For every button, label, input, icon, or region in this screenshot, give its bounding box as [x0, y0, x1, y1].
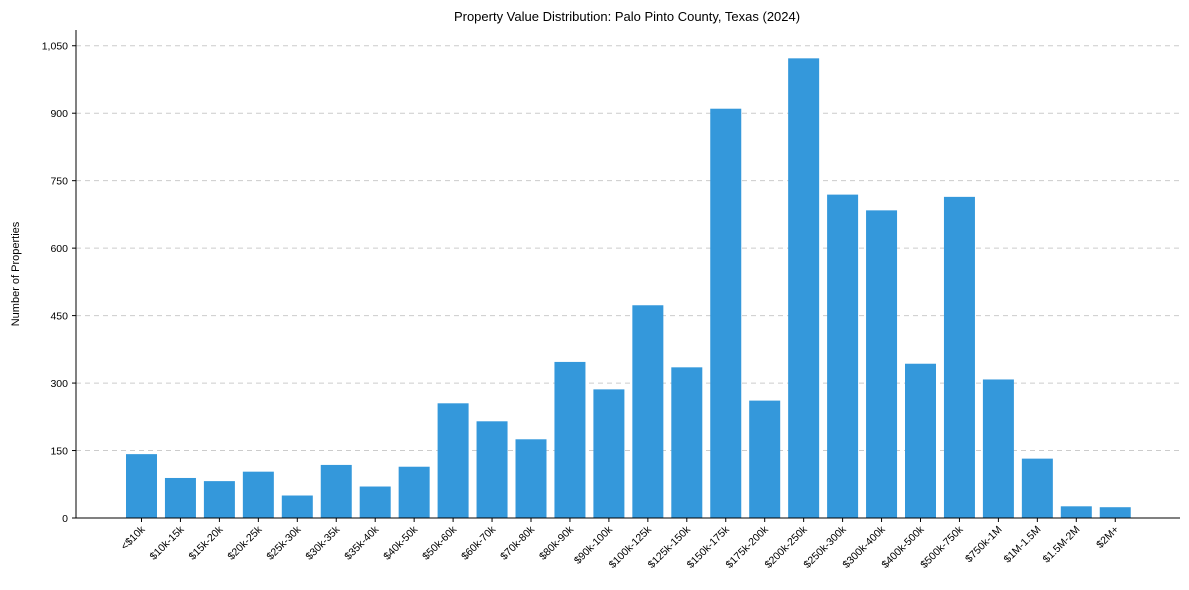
y-tick-label: 450 — [50, 311, 68, 323]
bar — [242, 471, 274, 518]
y-tick-label: 600 — [50, 243, 68, 255]
bar — [515, 439, 547, 518]
bar — [320, 464, 352, 518]
bar — [1021, 458, 1053, 518]
bar — [632, 305, 664, 518]
bar — [788, 58, 820, 519]
x-tick-label: $40k-50k — [381, 523, 421, 563]
bar — [554, 361, 586, 518]
y-ticks: 0 150 300 450 600 750 900 1,050 — [42, 41, 76, 525]
x-tick-label: $15k-20k — [186, 523, 226, 563]
x-tick-label: $20k-25k — [225, 523, 265, 563]
bars — [126, 58, 1131, 519]
bar — [943, 196, 975, 519]
x-tick-label: $30k-35k — [303, 523, 343, 563]
y-tick-label: 300 — [50, 378, 68, 390]
bar — [1060, 506, 1092, 518]
x-tick-label: <$10k — [119, 523, 148, 552]
bar — [905, 363, 936, 518]
bar — [476, 421, 508, 518]
x-tick-label: $2M+ — [1094, 524, 1121, 551]
x-tick-label: $1M-1.5M — [1002, 524, 1044, 566]
bar — [593, 389, 625, 518]
bar — [827, 194, 859, 518]
bar — [126, 454, 157, 518]
bar — [203, 481, 235, 518]
x-tick-label: $1.5M-2M — [1041, 524, 1083, 566]
x-tick-label: $10k-15k — [148, 523, 188, 563]
bar — [710, 108, 742, 518]
chart-title: Property Value Distribution: Palo Pinto … — [454, 9, 800, 24]
axes — [75, 30, 1180, 519]
bar — [749, 400, 781, 518]
grid-lines — [76, 45, 1180, 452]
x-tick-label: $50k-60k — [420, 523, 460, 563]
x-tick-label: $500k-750k — [918, 523, 966, 571]
y-tick-label: 1,050 — [42, 41, 68, 53]
y-axis-label: Number of Properties — [10, 221, 22, 326]
bar — [866, 210, 898, 518]
bar — [1099, 507, 1131, 518]
bar — [164, 477, 196, 518]
x-tick-label: $70k-80k — [498, 523, 538, 563]
bar — [671, 367, 703, 518]
bar — [437, 403, 469, 518]
x-tick-label: $80k-90k — [537, 523, 577, 563]
bar — [359, 486, 391, 518]
x-tick-label: $60k-70k — [459, 523, 499, 563]
y-tick-label: 150 — [50, 446, 68, 458]
bar — [281, 495, 313, 518]
bar — [398, 466, 430, 518]
x-tick-label: $750k-1M — [963, 524, 1005, 566]
bar — [982, 379, 1014, 518]
x-tick-label: $25k-30k — [264, 523, 304, 563]
x-ticks: <$10k $10k-15k $15k-20k $20k-25k $25k-30k $30… — [119, 518, 1121, 571]
x-tick-label: $35k-40k — [342, 523, 382, 563]
y-tick-label: 0 — [62, 513, 68, 525]
y-tick-label: 900 — [50, 108, 68, 120]
y-tick-label: 750 — [50, 176, 68, 188]
